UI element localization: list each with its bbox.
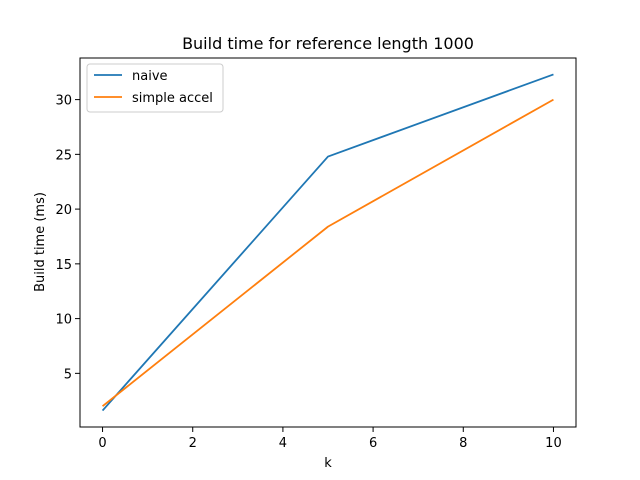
plot-frame bbox=[79, 57, 577, 428]
y-axis-label: Build time (ms) bbox=[33, 192, 48, 292]
x-tick-label: 0 bbox=[98, 436, 106, 451]
legend: naive simple accel bbox=[86, 63, 224, 113]
x-axis: 0 2 4 6 8 10 bbox=[98, 427, 562, 451]
x-tick-label: 4 bbox=[279, 436, 287, 451]
plot-lines bbox=[101, 73, 554, 412]
y-tick-label: 10 bbox=[55, 313, 72, 328]
legend-label-naive: naive bbox=[132, 69, 168, 84]
series-line-naive bbox=[101, 73, 554, 412]
y-tick-label: 30 bbox=[55, 94, 72, 109]
x-axis-label: k bbox=[324, 456, 332, 471]
x-tick-label: 6 bbox=[369, 436, 377, 451]
legend-box bbox=[86, 63, 224, 113]
series-line-simple-accel bbox=[101, 98, 554, 407]
chart-title: Build time for reference length 1000 bbox=[182, 34, 474, 53]
y-tick-label: 15 bbox=[55, 258, 72, 273]
x-tick-label: 8 bbox=[459, 436, 467, 451]
legend-label-simple-accel: simple accel bbox=[132, 91, 213, 106]
y-axis: 5 10 15 20 25 30 bbox=[55, 94, 80, 382]
y-tick-label: 25 bbox=[55, 148, 72, 163]
y-tick-label: 5 bbox=[64, 367, 72, 382]
x-tick-label: 2 bbox=[189, 436, 197, 451]
y-tick-label: 20 bbox=[55, 203, 72, 218]
x-tick-label: 10 bbox=[545, 436, 562, 451]
